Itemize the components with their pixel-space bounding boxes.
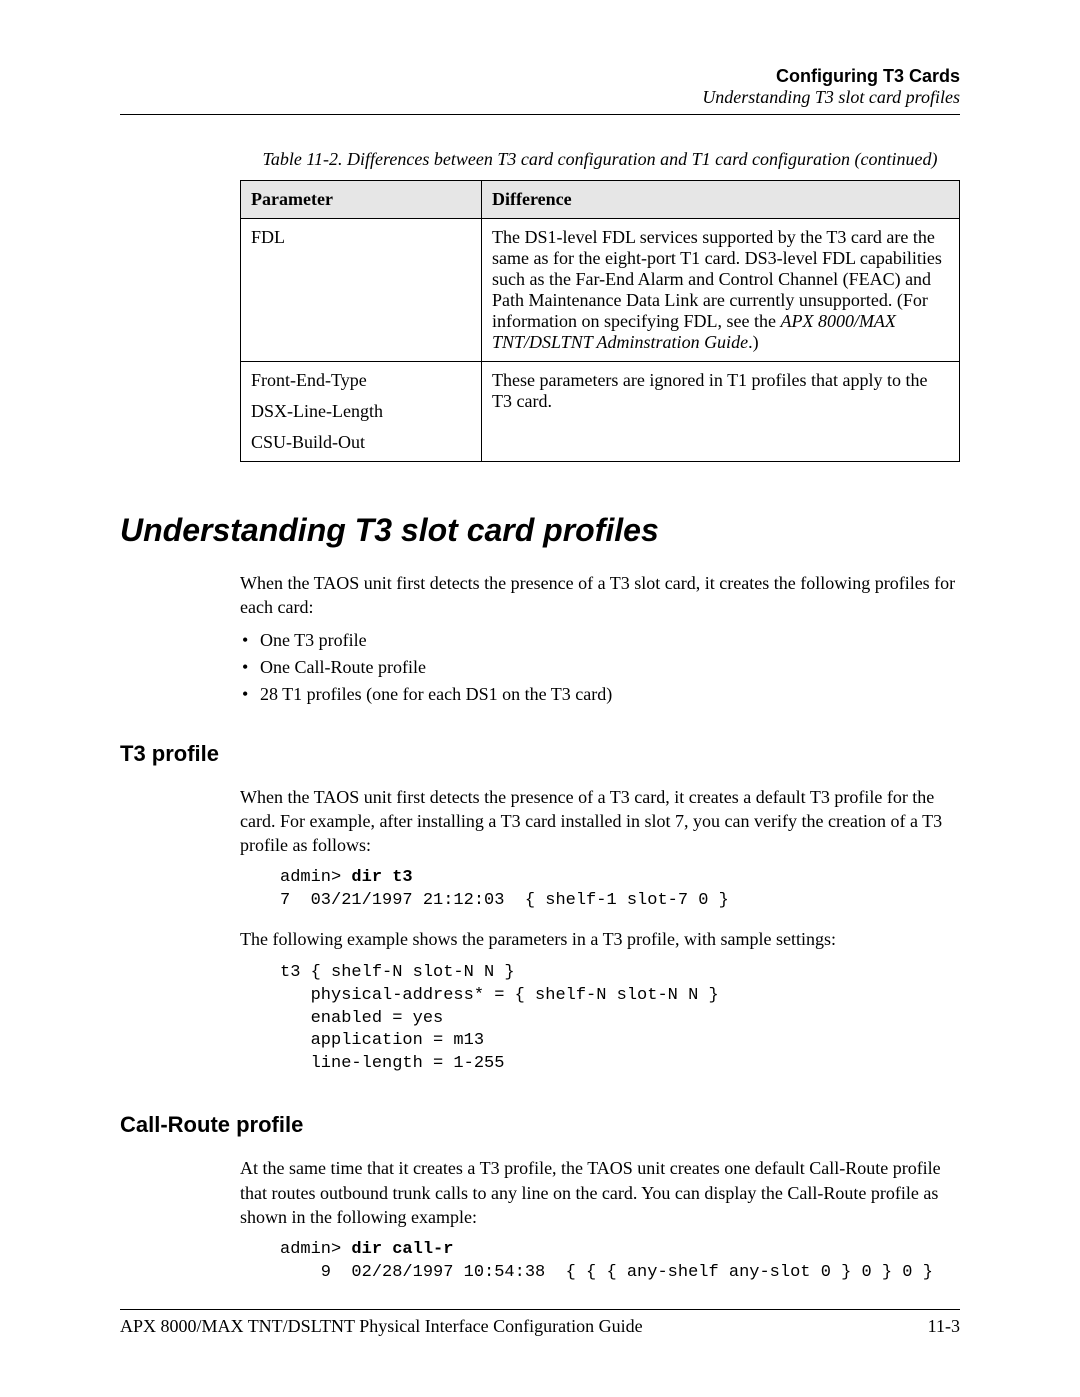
list-item: One T3 profile [260, 630, 960, 651]
table-row: Front-End-Type DSX-Line-Length CSU-Build… [241, 362, 960, 462]
prompt: admin> [280, 1240, 351, 1259]
footer-left: APX 8000/MAX TNT/DSLTNT Physical Interfa… [120, 1316, 643, 1337]
code-block-t3-params: t3 { shelf-N slot-N N } physical-address… [120, 962, 960, 1077]
col-header-parameter: Parameter [241, 181, 482, 219]
cell-diff: These parameters are ignored in T1 profi… [482, 362, 960, 462]
header-chapter: Configuring T3 Cards [120, 66, 960, 87]
diff-post: .) [748, 332, 759, 352]
command: dir t3 [351, 868, 412, 887]
table-caption: Table 11-2. Differences between T3 card … [120, 149, 960, 170]
code-block-dir-t3: admin> dir t3 7 03/21/1997 21:12:03 { sh… [120, 867, 960, 913]
param-line: Front-End-Type [251, 370, 471, 391]
page: Configuring T3 Cards Understanding T3 sl… [0, 0, 1080, 1397]
code-line: 9 02/28/1997 10:54:38 { { { any-shelf an… [280, 1263, 933, 1282]
col-header-difference: Difference [482, 181, 960, 219]
footer-rule [120, 1309, 960, 1310]
call-route-p1: At the same time that it creates a T3 pr… [120, 1156, 960, 1229]
t3-profile-title: T3 profile [120, 741, 960, 767]
cell-diff: The DS1-level FDL services supported by … [482, 219, 960, 362]
param-line: CSU-Build-Out [251, 432, 471, 453]
footer-row: APX 8000/MAX TNT/DSLTNT Physical Interfa… [120, 1316, 960, 1337]
cell-param: Front-End-Type DSX-Line-Length CSU-Build… [241, 362, 482, 462]
section-bullets: One T3 profile One Call-Route profile 28… [120, 630, 960, 705]
t3-profile-p1: When the TAOS unit first detects the pre… [120, 785, 960, 858]
code-block-dir-callr: admin> dir call-r 9 02/28/1997 10:54:38 … [120, 1239, 960, 1285]
section-intro: When the TAOS unit first detects the pre… [120, 571, 960, 620]
param-line: DSX-Line-Length [251, 401, 471, 422]
cell-param: FDL [241, 219, 482, 362]
code-line: 7 03/21/1997 21:12:03 { shelf-1 slot-7 0… [280, 891, 729, 910]
table-row: FDL The DS1-level FDL services supported… [241, 219, 960, 362]
prompt: admin> [280, 868, 351, 887]
header-subtitle: Understanding T3 slot card profiles [120, 87, 960, 108]
section-title: Understanding T3 slot card profiles [120, 512, 960, 549]
diff-pre: These parameters are ignored in T1 profi… [492, 370, 928, 411]
page-header: Configuring T3 Cards Understanding T3 sl… [120, 66, 960, 108]
header-rule [120, 114, 960, 115]
table-header-row: Parameter Difference [241, 181, 960, 219]
list-item: 28 T1 profiles (one for each DS1 on the … [260, 684, 960, 705]
command: dir call-r [351, 1240, 453, 1259]
call-route-title: Call-Route profile [120, 1112, 960, 1138]
list-item: One Call-Route profile [260, 657, 960, 678]
diff-table: Parameter Difference FDL The DS1-level F… [240, 180, 960, 462]
t3-profile-p2: The following example shows the paramete… [120, 927, 960, 951]
page-footer: APX 8000/MAX TNT/DSLTNT Physical Interfa… [120, 1309, 960, 1337]
footer-right: 11-3 [928, 1316, 960, 1337]
